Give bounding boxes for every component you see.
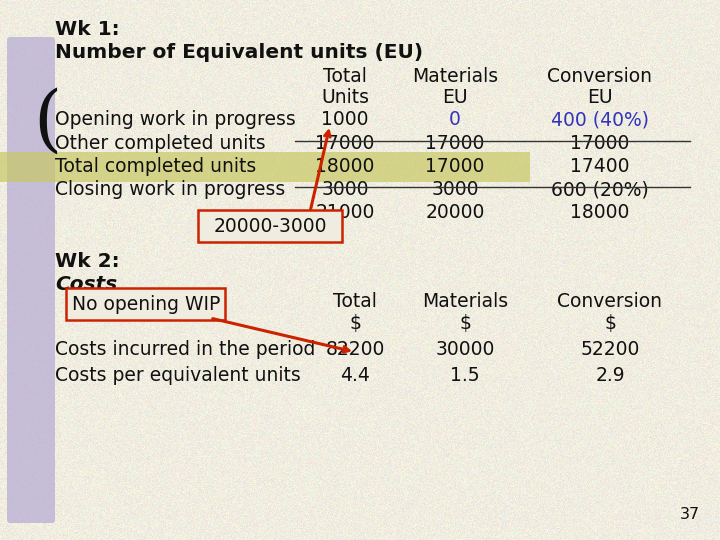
FancyBboxPatch shape <box>66 288 225 320</box>
Text: 2.9: 2.9 <box>595 366 625 385</box>
Text: Units: Units <box>321 88 369 107</box>
Text: 17000: 17000 <box>315 134 374 153</box>
Text: 3000: 3000 <box>431 180 479 199</box>
Text: Wk 2:: Wk 2: <box>55 252 120 271</box>
Text: 600 (20%): 600 (20%) <box>551 180 649 199</box>
Text: EU: EU <box>588 88 613 107</box>
Text: 400 (40%): 400 (40%) <box>551 110 649 129</box>
Text: Other completed units: Other completed units <box>55 134 266 153</box>
Text: (: ( <box>33 87 61 157</box>
Text: 3000: 3000 <box>321 180 369 199</box>
Text: Materials: Materials <box>412 67 498 86</box>
Text: 82200: 82200 <box>325 340 384 359</box>
Text: Conversion: Conversion <box>557 292 662 311</box>
Text: Total: Total <box>333 292 377 311</box>
Text: EU: EU <box>442 88 468 107</box>
Text: 17000: 17000 <box>426 134 485 153</box>
Text: 20000: 20000 <box>426 203 485 222</box>
Text: Costs per equivalent units: Costs per equivalent units <box>55 366 301 385</box>
Text: 17400: 17400 <box>570 157 630 176</box>
Text: Materials: Materials <box>422 292 508 311</box>
Text: 17000: 17000 <box>426 157 485 176</box>
Text: $: $ <box>604 314 616 333</box>
Text: 17000: 17000 <box>570 134 630 153</box>
Text: Closing work in progress: Closing work in progress <box>55 180 285 199</box>
FancyBboxPatch shape <box>198 210 342 242</box>
Text: $: $ <box>459 314 471 333</box>
Bar <box>0 152 530 182</box>
Text: 30000: 30000 <box>436 340 495 359</box>
Text: 1000: 1000 <box>321 110 369 129</box>
Text: 18000: 18000 <box>570 203 630 222</box>
Text: 52200: 52200 <box>580 340 639 359</box>
Text: Number of Equivalent units (EU): Number of Equivalent units (EU) <box>55 43 423 62</box>
Text: 20000-3000: 20000-3000 <box>213 217 327 235</box>
Text: Costs incurred in the period: Costs incurred in the period <box>55 340 315 359</box>
Text: Wk 1:: Wk 1: <box>55 20 120 39</box>
Text: $: $ <box>349 314 361 333</box>
Text: 18000: 18000 <box>315 157 374 176</box>
Text: 37: 37 <box>680 507 700 522</box>
Text: No opening WIP: No opening WIP <box>72 294 220 314</box>
Text: Costs: Costs <box>55 275 117 294</box>
Text: 21000: 21000 <box>315 203 374 222</box>
Text: 4.4: 4.4 <box>340 366 370 385</box>
Text: 0: 0 <box>449 110 461 129</box>
Text: Conversion: Conversion <box>547 67 652 86</box>
FancyBboxPatch shape <box>7 37 55 523</box>
Text: Opening work in progress: Opening work in progress <box>55 110 296 129</box>
Text: Total: Total <box>323 67 367 86</box>
Text: Total completed units: Total completed units <box>55 157 256 176</box>
Text: 1.5: 1.5 <box>450 366 480 385</box>
